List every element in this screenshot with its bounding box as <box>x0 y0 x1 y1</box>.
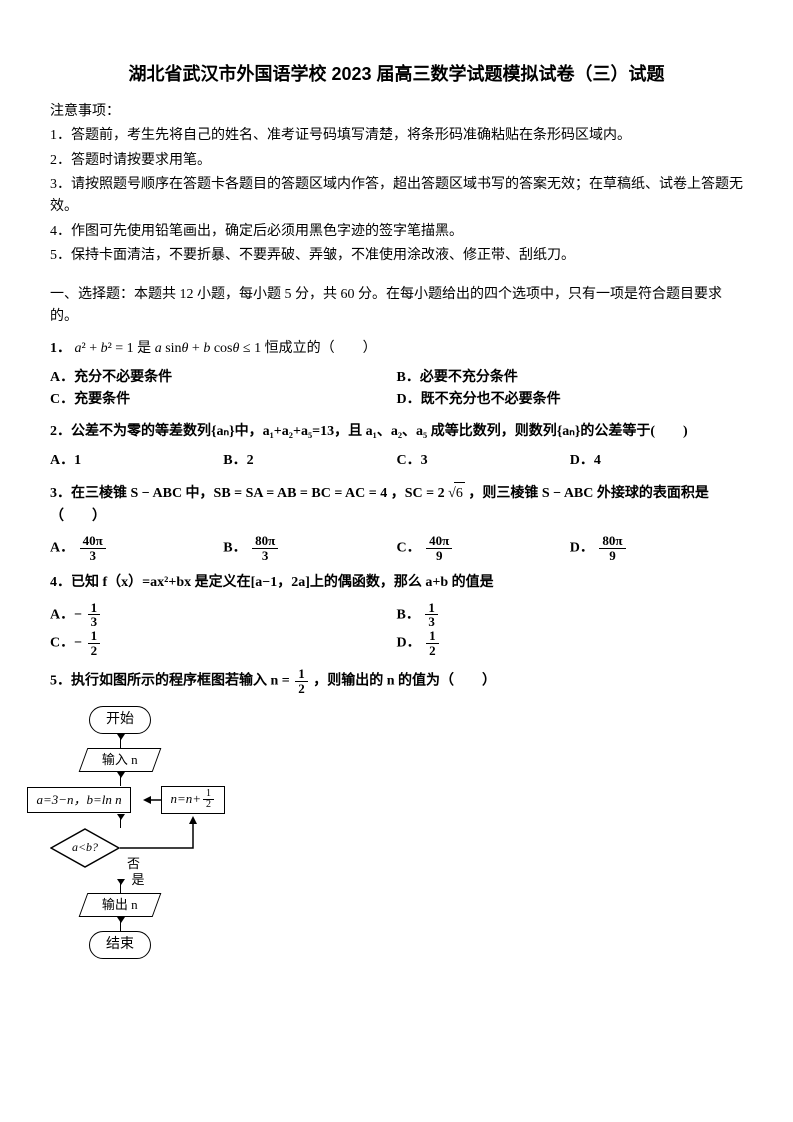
q5-stem-b: ，则输出的 n 的值为（ ） <box>313 674 496 689</box>
q4-a-den: 3 <box>88 615 101 629</box>
q4-a-pre: A．− <box>50 607 82 622</box>
notice-4: 4．作图可先使用铅笔画出，确定后必须用黑色字迹的签字笔描黑。 <box>50 221 743 243</box>
q3-d-pre: D． <box>570 540 594 555</box>
q4-c-num: 1 <box>88 629 101 644</box>
q4-a-num: 1 <box>88 601 101 616</box>
q4-opt-b: B． 13 <box>397 601 744 629</box>
q1-opt-b: B．必要不充分条件 <box>397 367 744 389</box>
page-title: 湖北省武汉市外国语学校 2023 届高三数学试题模拟试卷（三）试题 <box>50 60 743 89</box>
question-2: 2．公差不为零的等差数列{aₙ}中，a₁+a₂+a₅=13，且 a₁、a₂、a₅… <box>50 421 743 443</box>
q1-options: A．充分不必要条件 B．必要不充分条件 C．充要条件 D．既不充分也不必要条件 <box>50 367 743 412</box>
q3-d-den: 9 <box>599 549 625 563</box>
q1-number: 1． <box>50 341 71 356</box>
q4-d-num: 1 <box>426 629 439 644</box>
notice-1: 1．答题前，考生先将自己的姓名、准考证号码填写清楚，将条形码准确粘贴在条形码区域… <box>50 125 743 147</box>
notice-heading: 注意事项： <box>50 101 743 123</box>
question-5: 5．执行如图所示的程序框图若输入 n = 12 ，则输出的 n 的值为（ ） <box>50 667 743 695</box>
q1-formula: a² + b² = 1 是 a sinθ + b cosθ ≤ 1 恒成立的（ … <box>75 341 377 356</box>
flow-end: 结束 <box>89 931 151 959</box>
flow-arrow-1 <box>120 734 121 748</box>
question-3: 3．在三棱锥 S − ABC 中，SB = SA = AB = BC = AC … <box>50 482 743 528</box>
notice-2: 2．答题时请按要求用笔。 <box>50 150 743 172</box>
q4-opt-c: C．− 12 <box>50 629 397 657</box>
q4-options: A．− 13 B． 13 C．− 12 D． 12 <box>50 601 743 658</box>
q2-options: A．1 B．2 C．3 D．4 <box>50 450 743 472</box>
flow-input-label: 输入 n <box>102 750 138 771</box>
q3-opt-a: A． 40π3 <box>50 534 223 562</box>
notice-5: 5．保持卡面清洁，不要折暴、不要弄破、弄皱，不准使用涂改液、修正带、刮纸刀。 <box>50 245 743 267</box>
flowchart: 开始 输入 n a=3−n，b=ln n n=n+12 <box>50 706 260 960</box>
q5-stem-a: 5．执行如图所示的程序框图若输入 n = <box>50 674 293 689</box>
flow-start: 开始 <box>89 706 151 734</box>
q3-sqrt-val: 6 <box>454 482 465 505</box>
q4-c-den: 2 <box>88 644 101 658</box>
q4-d-pre: D． <box>397 635 421 650</box>
q4-c-pre: C．− <box>50 635 82 650</box>
q2-opt-b: B．2 <box>223 450 396 472</box>
flow-proc-assign: a=3−n，b=ln n <box>27 787 130 814</box>
q4-opt-d: D． 12 <box>397 629 744 657</box>
q4-b-den: 3 <box>425 615 438 629</box>
flow-arrow-loop-in <box>143 790 161 810</box>
q1-opt-d: D．既不充分也不必要条件 <box>397 389 744 411</box>
q3-b-den: 3 <box>252 549 278 563</box>
q1-opt-a: A．充分不必要条件 <box>50 367 397 389</box>
q3-opt-c: C． 40π9 <box>397 534 570 562</box>
flow-input: 输入 n <box>79 748 162 772</box>
flow-arrow-4 <box>120 879 121 893</box>
q3-a-num: 40π <box>80 534 106 549</box>
section-1-instruction: 一、选择题：本题共 12 小题，每小题 5 分，共 60 分。在每小题给出的四个… <box>50 284 743 329</box>
q5-n-den: 2 <box>295 682 308 696</box>
q5-n-num: 1 <box>295 667 308 682</box>
question-1: 1． a² + b² = 1 是 a sinθ + b cosθ ≤ 1 恒成立… <box>50 338 743 360</box>
question-4: 4．已知 f（x）=ax²+bx 是定义在[a−1，2a]上的偶函数，那么 a+… <box>50 572 743 594</box>
flow-arrow-2 <box>120 772 121 786</box>
q4-opt-a: A．− 13 <box>50 601 397 629</box>
flow-proc-increment: n=n+12 <box>161 786 225 814</box>
q3-options: A． 40π3 B． 80π3 C． 40π9 D． 80π9 <box>50 534 743 562</box>
flow-decision: a<b? <box>50 828 120 868</box>
q2-opt-d: D．4 <box>570 450 743 472</box>
q3-b-pre: B． <box>223 540 246 555</box>
q3-opt-d: D． 80π9 <box>570 534 743 562</box>
q3-opt-b: B． 80π3 <box>223 534 396 562</box>
q4-b-num: 1 <box>425 601 438 616</box>
flow-output-label: 输出 n <box>102 894 138 915</box>
flow-decision-label: a<b? <box>50 828 120 868</box>
q4-d-den: 2 <box>426 644 439 658</box>
flow-proc1-label: a=3−n，b=ln n <box>36 792 121 807</box>
q3-stem-a: 3．在三棱锥 S − ABC 中，SB = SA = AB = BC = AC … <box>50 486 445 501</box>
q3-c-pre: C． <box>397 540 421 555</box>
q4-b-pre: B． <box>397 607 420 622</box>
q3-c-den: 9 <box>426 549 452 563</box>
q3-c-num: 40π <box>426 534 452 549</box>
flow-proc2-den: 2 <box>203 800 214 811</box>
q2-opt-a: A．1 <box>50 450 223 472</box>
q3-a-den: 3 <box>80 549 106 563</box>
notice-3: 3．请按照题号顺序在答题卡各题目的答题区域内作答，超出答题区域书写的答案无效；在… <box>50 174 743 219</box>
flow-output: 输出 n <box>79 893 162 917</box>
q1-opt-c: C．充要条件 <box>50 389 397 411</box>
q3-sqrt: √6 <box>448 486 465 501</box>
flow-arrow-5 <box>120 917 121 931</box>
q2-opt-c: C．3 <box>397 450 570 472</box>
q3-a-pre: A． <box>50 540 74 555</box>
flow-yes-label: 是 <box>131 870 144 891</box>
flow-arrow-3 <box>120 814 121 828</box>
flow-proc2-a: n=n+ <box>170 791 201 806</box>
q3-b-num: 80π <box>252 534 278 549</box>
q3-d-num: 80π <box>599 534 625 549</box>
